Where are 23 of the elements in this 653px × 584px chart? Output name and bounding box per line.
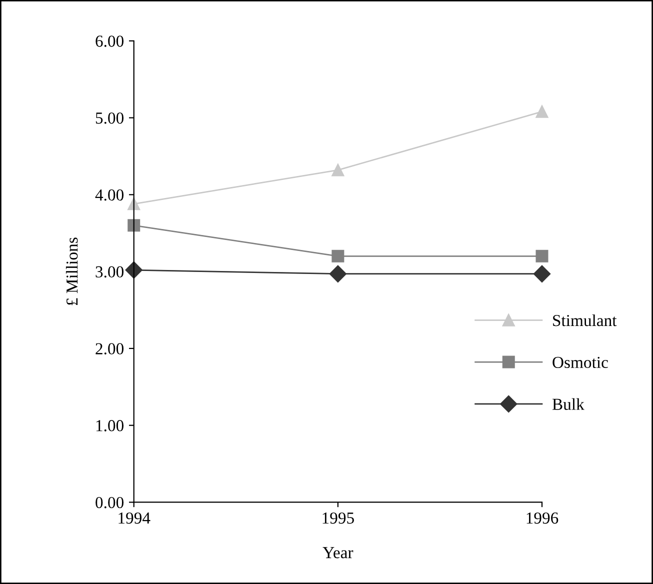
point — [536, 105, 548, 118]
x-tick-label: 1995 — [322, 512, 354, 524]
point — [128, 219, 140, 232]
y-tick-label: 2.00 — [96, 343, 124, 354]
y-tick-label: 4.00 — [95, 189, 124, 201]
point — [329, 265, 346, 282]
point — [125, 261, 142, 279]
y-tick-label: 6.00 — [96, 36, 124, 47]
x-tick-label: 1994 — [118, 512, 150, 524]
y-tick-label: 0.00 — [96, 496, 124, 508]
legend-label: Osmotic — [552, 356, 608, 368]
legend-label: Bulk — [552, 398, 584, 410]
y-tick-label: 3.00 — [96, 266, 124, 278]
legend-label: Stimulant — [553, 314, 617, 326]
y-axis-title: £ Millions — [66, 238, 78, 306]
point — [533, 265, 551, 282]
x-axis-title: Year — [322, 547, 354, 558]
y-tick-label: 5.00 — [96, 112, 124, 124]
point — [332, 164, 344, 176]
x-tick-label: 1996 — [526, 512, 558, 524]
point — [332, 250, 344, 262]
y-tick-label: 1.00 — [96, 420, 124, 432]
point — [536, 250, 548, 262]
